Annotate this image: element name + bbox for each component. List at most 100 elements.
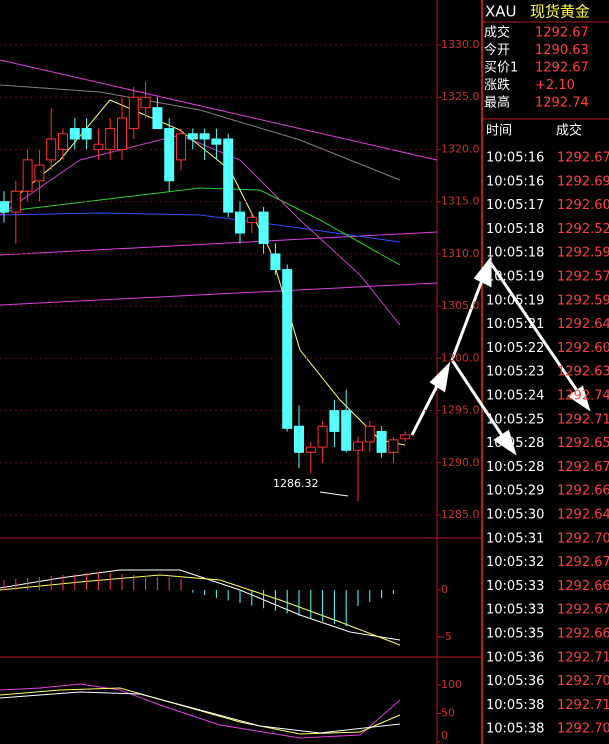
candle-body <box>105 128 116 150</box>
tick-time: 10:05:28 <box>486 460 544 475</box>
tick-time: 10:05:38 <box>486 722 544 737</box>
tick-price: 1292.66 <box>557 579 609 594</box>
tick-time: 10:05:25 <box>486 412 544 427</box>
tick-price: 1292.63 <box>557 365 609 380</box>
candle-body <box>176 133 186 161</box>
tick-price: 1292.64 <box>557 508 609 523</box>
arrows <box>410 255 591 456</box>
candle-body <box>282 269 293 429</box>
candle-body <box>69 128 80 140</box>
candle-body <box>152 107 163 130</box>
trendline <box>0 59 438 161</box>
quote-label: 最高 <box>484 95 510 111</box>
tick-price: 1292.65 <box>557 436 609 451</box>
quote-label: 今开 <box>484 42 510 58</box>
tick-price: 1292.69 <box>557 174 609 189</box>
candle-body <box>270 253 281 271</box>
arrow <box>488 261 582 396</box>
candle-body <box>364 425 375 443</box>
tick-price: 1292.67 <box>557 151 609 166</box>
candle-body <box>294 425 304 453</box>
price-tick-label: 1330.0 <box>441 38 480 51</box>
kdj-line <box>0 683 401 739</box>
candle-body <box>187 133 198 140</box>
quote-value: 1292.74 <box>535 96 589 111</box>
kdj-tick-label: 50 <box>441 707 455 720</box>
quote-label: 成交 <box>484 25 510 41</box>
arrow-head <box>493 429 517 456</box>
tick-price: 1292.71 <box>557 650 609 665</box>
tick-time: 10:05:16 <box>486 174 544 189</box>
trendline <box>0 282 438 306</box>
tick-time: 10:05:24 <box>486 389 544 404</box>
candle-body <box>199 133 210 140</box>
tick-time: 10:05:32 <box>486 555 544 570</box>
price-tick-label: 1295.0 <box>441 404 480 417</box>
tick-time: 10:05:38 <box>486 698 544 713</box>
arrow <box>410 379 442 436</box>
candle-body <box>341 410 352 451</box>
tick-time: 10:05:36 <box>486 650 544 665</box>
ticks-header: 成交 <box>556 123 582 139</box>
price-tick-label: 1300.0 <box>441 351 480 364</box>
symbol: XAU <box>485 3 517 21</box>
tick-time: 10:05:35 <box>486 627 544 642</box>
tick-time: 10:05:29 <box>486 484 544 499</box>
tick-time: 10:05:19 <box>486 293 544 308</box>
arrow-head <box>473 255 492 288</box>
tick-price: 1292.59 <box>557 246 609 261</box>
low-pointer <box>319 491 349 497</box>
tick-price: 1292.71 <box>557 412 609 427</box>
price-tick-label: 1325.0 <box>441 90 480 103</box>
candle-body <box>400 434 411 440</box>
tick-price: 1292.67 <box>557 555 609 570</box>
tick-time: 10:05:30 <box>486 508 544 523</box>
tick-price: 1292.66 <box>557 627 609 642</box>
tick-time: 10:05:31 <box>486 531 544 546</box>
kdj-line <box>0 687 401 735</box>
macd-tick-label: -5 <box>441 630 452 643</box>
candle-body <box>0 201 9 213</box>
candle-body <box>211 138 222 145</box>
tick-price: 1292.59 <box>557 293 609 308</box>
candle-body <box>164 128 175 182</box>
tick-price: 1292.71 <box>557 698 609 713</box>
arrow <box>450 359 507 441</box>
price-tick-label: 1285.0 <box>441 508 480 521</box>
tick-price: 1292.66 <box>557 484 609 499</box>
candle-body <box>353 441 363 451</box>
candle-body <box>34 164 45 182</box>
macd-lines <box>0 569 401 646</box>
candle-body <box>46 138 57 161</box>
price-tick-label: 1310.0 <box>441 247 480 260</box>
ma-line <box>0 134 401 326</box>
macd-line <box>0 574 401 646</box>
macd-tick-label: 0 <box>441 583 448 596</box>
tick-price: 1292.67 <box>557 603 609 618</box>
candle-body <box>235 211 245 234</box>
tick-price: 1292.60 <box>557 341 609 356</box>
quote-label: 买价1 <box>484 61 518 76</box>
tick-price: 1292.70 <box>557 722 609 737</box>
price-tick-label: 1305.0 <box>441 299 480 312</box>
tick-time: 10:05:19 <box>486 270 544 285</box>
price-tick-label: 1290.0 <box>441 456 480 469</box>
tick-price: 1292.52 <box>557 222 609 237</box>
ticks-header: 时间 <box>486 124 512 139</box>
kdj-tick-label: 100 <box>441 678 462 691</box>
tick-time: 10:05:33 <box>486 603 544 618</box>
kdj-line <box>0 691 401 734</box>
candle-body <box>258 211 269 244</box>
tick-price: 1292.64 <box>557 317 609 332</box>
candle-body <box>140 96 151 109</box>
quote-value: 1292.67 <box>535 26 589 41</box>
candle-body <box>93 143 104 150</box>
candle-body <box>128 96 139 130</box>
trendline <box>0 231 438 256</box>
ma-line <box>0 212 401 243</box>
candle-body <box>223 138 234 213</box>
tick-price: 1292.57 <box>557 270 609 285</box>
